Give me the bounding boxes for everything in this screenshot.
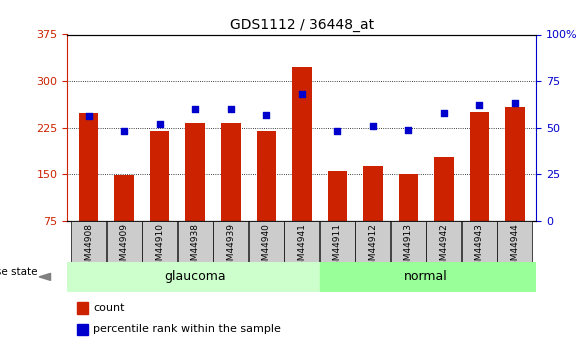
Bar <box>221 123 240 221</box>
Text: GSM44938: GSM44938 <box>191 223 200 272</box>
Point <box>261 112 271 117</box>
FancyBboxPatch shape <box>213 221 248 262</box>
Bar <box>319 262 536 292</box>
Point <box>84 114 93 119</box>
Bar <box>469 112 489 221</box>
Text: count: count <box>93 303 125 313</box>
Bar <box>77 302 88 314</box>
Bar <box>257 131 276 221</box>
Point <box>155 121 165 127</box>
FancyBboxPatch shape <box>391 221 426 262</box>
FancyBboxPatch shape <box>107 221 142 262</box>
Text: GSM44910: GSM44910 <box>155 223 164 272</box>
FancyBboxPatch shape <box>178 221 213 262</box>
Text: GSM44908: GSM44908 <box>84 223 93 272</box>
Point <box>120 129 129 134</box>
FancyBboxPatch shape <box>71 221 106 262</box>
Point <box>404 127 413 132</box>
Bar <box>79 114 98 221</box>
Text: glaucoma: glaucoma <box>165 270 226 283</box>
Bar <box>114 176 134 221</box>
Text: GSM44911: GSM44911 <box>333 223 342 272</box>
Title: GDS1112 / 36448_at: GDS1112 / 36448_at <box>230 18 374 32</box>
FancyBboxPatch shape <box>427 221 461 262</box>
Bar <box>186 123 205 221</box>
Text: GSM44941: GSM44941 <box>297 223 306 272</box>
Bar <box>150 131 169 221</box>
Bar <box>67 262 319 292</box>
Text: GSM44942: GSM44942 <box>440 223 448 272</box>
FancyBboxPatch shape <box>356 221 390 262</box>
Text: GSM44909: GSM44909 <box>120 223 129 272</box>
Bar <box>505 107 524 221</box>
FancyBboxPatch shape <box>249 221 284 262</box>
FancyBboxPatch shape <box>284 221 319 262</box>
Point <box>510 101 520 106</box>
Bar <box>77 324 88 335</box>
Text: percentile rank within the sample: percentile rank within the sample <box>93 325 281 335</box>
FancyBboxPatch shape <box>498 221 532 262</box>
Text: GSM44944: GSM44944 <box>510 223 519 272</box>
Text: normal: normal <box>404 270 448 283</box>
Bar <box>363 166 383 221</box>
Text: GSM44913: GSM44913 <box>404 223 413 272</box>
Text: disease state: disease state <box>0 267 37 277</box>
Text: GSM44943: GSM44943 <box>475 223 484 272</box>
Text: GSM44940: GSM44940 <box>262 223 271 272</box>
Polygon shape <box>39 273 50 280</box>
Bar <box>328 171 347 221</box>
Bar <box>398 174 418 221</box>
Bar <box>292 67 312 221</box>
FancyBboxPatch shape <box>320 221 355 262</box>
Bar <box>434 157 454 221</box>
Text: GSM44912: GSM44912 <box>369 223 377 272</box>
Point <box>333 129 342 134</box>
Point <box>439 110 448 116</box>
Text: GSM44939: GSM44939 <box>226 223 235 272</box>
FancyBboxPatch shape <box>462 221 497 262</box>
Point <box>368 123 377 129</box>
FancyBboxPatch shape <box>142 221 177 262</box>
Point <box>475 102 484 108</box>
Point <box>297 91 306 97</box>
Point <box>226 106 236 112</box>
Point <box>190 106 200 112</box>
